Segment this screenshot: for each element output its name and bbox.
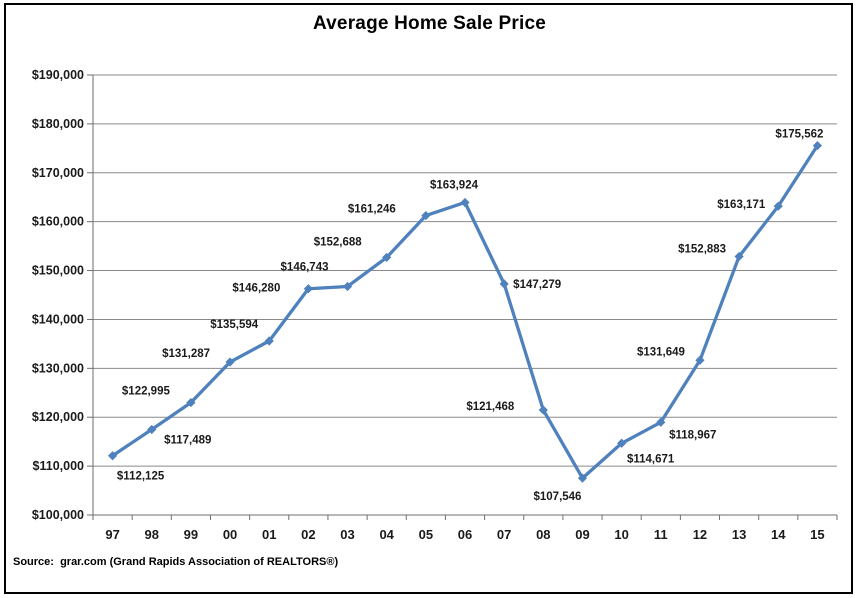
y-tick-label: $170,000 bbox=[32, 166, 84, 180]
data-label: $131,287 bbox=[162, 348, 210, 360]
x-tick-label: 10 bbox=[614, 527, 628, 542]
x-tick-label: 00 bbox=[223, 527, 237, 542]
y-tick-label: $140,000 bbox=[32, 312, 84, 326]
data-point-marker bbox=[460, 197, 470, 208]
x-tick-label: 12 bbox=[693, 527, 707, 542]
data-point-marker bbox=[773, 201, 783, 211]
data-label: $112,125 bbox=[117, 471, 165, 483]
data-label: $175,562 bbox=[775, 129, 823, 141]
y-tick-label: $110,000 bbox=[33, 459, 84, 473]
data-label: $161,246 bbox=[348, 204, 396, 216]
y-tick-label: $150,000 bbox=[32, 264, 84, 278]
data-label: $135,594 bbox=[210, 319, 259, 331]
data-point-marker bbox=[695, 355, 705, 365]
x-tick-label: 01 bbox=[262, 527, 276, 542]
data-point-marker bbox=[538, 405, 548, 415]
chart-frame bbox=[4, 3, 853, 594]
data-label: $152,688 bbox=[314, 236, 363, 248]
x-tick-label: 06 bbox=[458, 527, 472, 542]
x-tick-label: 05 bbox=[419, 527, 433, 542]
x-tick-label: 07 bbox=[497, 527, 511, 542]
data-point-marker bbox=[225, 357, 235, 367]
data-point-marker bbox=[499, 279, 509, 289]
y-tick-label: $130,000 bbox=[32, 361, 84, 375]
x-tick-label: 13 bbox=[732, 527, 746, 542]
x-tick-label: 08 bbox=[536, 527, 550, 542]
x-tick-label: 02 bbox=[301, 527, 315, 542]
data-label: $118,967 bbox=[669, 429, 716, 441]
data-point-marker bbox=[577, 473, 588, 483]
data-point-marker bbox=[382, 252, 392, 263]
x-tick-label: 11 bbox=[654, 527, 668, 542]
y-tick-label: $190,000 bbox=[32, 68, 84, 82]
y-tick-label: $160,000 bbox=[32, 215, 84, 229]
data-label: $163,924 bbox=[430, 179, 479, 191]
source-note: Source: grar.com (Grand Rapids Associati… bbox=[13, 556, 339, 568]
x-tick-label: 97 bbox=[105, 527, 119, 542]
chart-title: Average Home Sale Price bbox=[312, 13, 547, 34]
data-point-marker bbox=[342, 281, 353, 292]
data-label: $121,468 bbox=[466, 401, 515, 413]
data-point-marker bbox=[812, 140, 823, 151]
x-tick-label: 15 bbox=[810, 527, 824, 542]
data-point-marker bbox=[734, 251, 744, 262]
data-label: $117,489 bbox=[164, 434, 211, 446]
x-tick-label: 98 bbox=[145, 527, 159, 542]
data-point-marker bbox=[107, 451, 118, 461]
x-tick-label: 14 bbox=[771, 527, 786, 542]
data-label: $163,171 bbox=[717, 199, 766, 211]
data-point-marker bbox=[303, 284, 313, 294]
x-tick-label: 04 bbox=[379, 527, 394, 542]
data-label: $147,279 bbox=[513, 279, 561, 291]
data-point-marker bbox=[421, 210, 431, 221]
data-label: $146,280 bbox=[232, 283, 280, 295]
series-line bbox=[110, 143, 820, 480]
y-tick-label: $180,000 bbox=[32, 117, 84, 131]
data-point-marker bbox=[147, 424, 157, 435]
data-point-marker bbox=[617, 438, 627, 448]
y-tick-label: $120,000 bbox=[32, 410, 84, 424]
data-point-marker bbox=[656, 417, 666, 427]
data-label: $131,649 bbox=[637, 346, 685, 358]
data-label: $146,743 bbox=[281, 261, 329, 273]
data-point-marker bbox=[186, 397, 196, 408]
data-label: $122,995 bbox=[122, 386, 171, 398]
x-tick-label: 99 bbox=[184, 527, 198, 542]
x-tick-label: 03 bbox=[340, 527, 354, 542]
data-point-marker bbox=[264, 336, 274, 346]
data-label: $114,671 bbox=[627, 453, 675, 465]
data-label: $107,546 bbox=[533, 491, 581, 503]
x-tick-label: 09 bbox=[575, 527, 589, 542]
y-tick-label: $100,000 bbox=[32, 508, 84, 522]
data-label: $152,883 bbox=[678, 243, 726, 255]
